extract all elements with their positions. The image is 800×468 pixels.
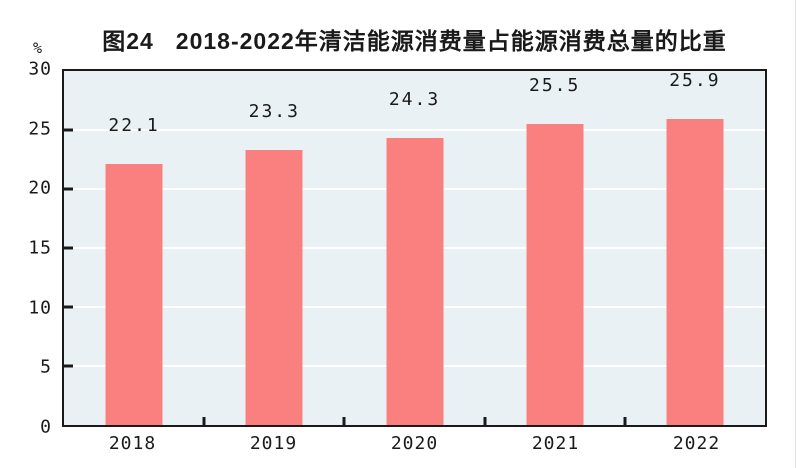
y-tick-mark-10 xyxy=(64,305,73,309)
y-axis-label-30: 30 xyxy=(28,58,52,80)
x-tick-mark-3 xyxy=(483,417,487,425)
y-tick-mark-5 xyxy=(64,364,73,368)
bar-2018 xyxy=(105,164,163,425)
y-axis-label-10: 10 xyxy=(28,297,52,319)
y-axis-label-0: 0 xyxy=(40,416,52,438)
y-axis-label-15: 15 xyxy=(28,237,52,259)
x-axis-label-2018: 2018 xyxy=(108,433,157,454)
bar-value-2021: 25.5 xyxy=(529,75,581,97)
y-axis-label-25: 25 xyxy=(28,118,52,140)
bar-value-2022: 25.9 xyxy=(669,70,721,92)
chart-title: 图24 2018-2022年清洁能源消费量占能源消费总量的比重 xyxy=(62,22,767,56)
bar-value-2020: 24.3 xyxy=(388,89,441,111)
x-tick-mark-4 xyxy=(623,417,627,425)
y-axis-unit-label: % xyxy=(33,39,43,57)
x-axis-label-2022: 2022 xyxy=(672,433,721,454)
bar-value-2019: 23.3 xyxy=(248,101,300,123)
gridline-25 xyxy=(64,129,765,131)
x-tick-mark-1 xyxy=(202,417,206,425)
bar-2021 xyxy=(526,124,584,425)
chart-title-text: 2018-2022年清洁能源消费量占能源消费总量的比重 xyxy=(175,28,727,54)
x-axis-label-2019: 2019 xyxy=(249,433,298,454)
figure-number: 图24 xyxy=(102,28,154,54)
page-edge-line xyxy=(795,0,796,468)
bar-2020 xyxy=(386,138,443,425)
plot-area: 22.1 23.3 24.3 25.5 25.9 xyxy=(62,69,767,427)
y-axis-label-5: 5 xyxy=(40,356,52,378)
x-axis-label-2020: 2020 xyxy=(390,433,439,454)
x-axis-label-2021: 2021 xyxy=(531,433,580,454)
y-axis-tick-labels: 0 5 10 15 20 25 30 xyxy=(0,59,52,438)
bar-value-2018: 22.1 xyxy=(108,115,160,137)
x-axis-tick-labels: 2018 2019 2020 2021 2022 xyxy=(62,433,767,457)
y-tick-mark-20 xyxy=(64,187,73,191)
bar-2019 xyxy=(245,150,303,425)
x-tick-mark-2 xyxy=(342,417,346,425)
y-axis-label-20: 20 xyxy=(28,177,52,199)
y-tick-mark-25 xyxy=(64,128,73,132)
bar-2022 xyxy=(666,119,724,425)
y-tick-mark-15 xyxy=(64,246,73,250)
